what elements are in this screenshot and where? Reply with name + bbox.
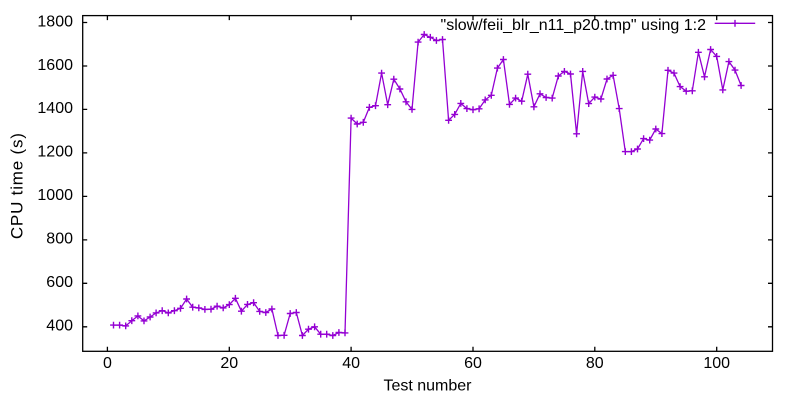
svg-text:CPU time (s): CPU time (s) — [8, 132, 27, 239]
svg-text:Test number: Test number — [383, 378, 472, 395]
svg-text:1800: 1800 — [37, 13, 73, 30]
svg-text:100: 100 — [703, 355, 730, 372]
svg-text:800: 800 — [46, 231, 73, 248]
svg-text:600: 600 — [46, 274, 73, 291]
svg-text:1600: 1600 — [37, 57, 73, 74]
svg-text:1000: 1000 — [37, 187, 73, 204]
svg-text:20: 20 — [220, 355, 238, 372]
svg-text:0: 0 — [103, 355, 112, 372]
svg-text:1200: 1200 — [37, 144, 73, 161]
svg-text:400: 400 — [46, 318, 73, 335]
svg-text:60: 60 — [464, 355, 482, 372]
svg-text:40: 40 — [342, 355, 360, 372]
svg-text:"slow/feii_blr_n11_p20.tmp" us: "slow/feii_blr_n11_p20.tmp" using 1:2 — [441, 17, 707, 34]
svg-text:80: 80 — [586, 355, 604, 372]
svg-text:1400: 1400 — [37, 100, 73, 117]
